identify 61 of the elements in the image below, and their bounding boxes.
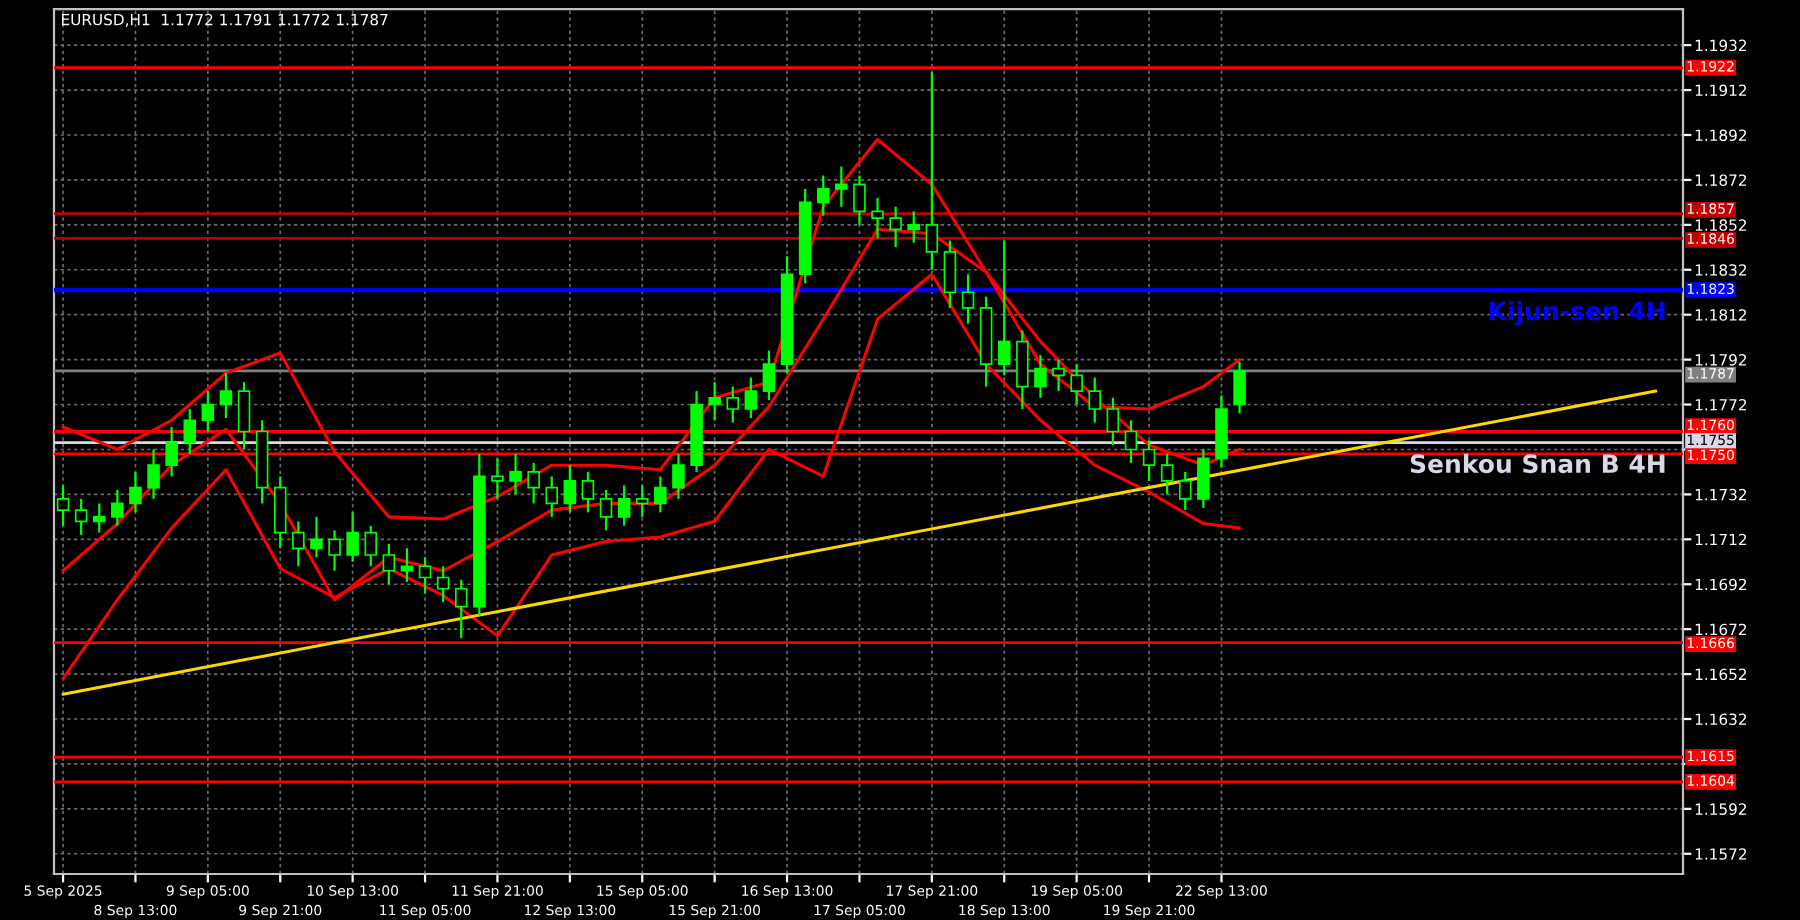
candlestick: [509, 452, 522, 496]
candlestick: [1197, 448, 1210, 509]
candlestick: [816, 174, 830, 217]
candlestick: [364, 524, 378, 568]
candlestick: [56, 484, 70, 527]
candlestick: [147, 448, 160, 500]
candlestick: [201, 389, 215, 433]
candlestick: [907, 210, 921, 244]
candlestick: [889, 205, 902, 249]
candlestick: [418, 556, 432, 595]
candlestick: [961, 273, 975, 325]
candlestick: [346, 511, 359, 563]
candlestick: [400, 547, 414, 584]
candlestick: [599, 488, 613, 532]
candlestick: [436, 565, 450, 604]
candlestick: [1088, 376, 1102, 424]
candlestick: [708, 380, 721, 422]
candlestick: [654, 475, 667, 514]
candlestick: [310, 515, 323, 559]
candlestick: [1178, 470, 1192, 512]
candlestick: [273, 475, 287, 550]
candlestick: [835, 165, 848, 208]
candlestick: [292, 520, 305, 568]
candlestick: [527, 461, 540, 505]
annotation: Kijun-sen 4H: [1489, 301, 1665, 326]
candlestick: [1124, 419, 1138, 465]
candlestick: [925, 70, 939, 271]
candlestick: [491, 457, 504, 500]
candlestick: [1070, 362, 1083, 406]
candlestick: [943, 239, 957, 310]
candlestick: [581, 470, 595, 514]
candlestick: [219, 371, 233, 420]
candlestick: [563, 464, 577, 514]
candlestick: [545, 475, 559, 518]
candlestick: [183, 407, 197, 456]
candlestick: [129, 470, 142, 514]
candlestick: [726, 385, 740, 424]
candlestick: [635, 484, 649, 518]
candlestick: [1034, 354, 1047, 399]
candlestick: [617, 484, 631, 527]
candlestick: [853, 174, 866, 226]
candlestick: [672, 452, 685, 500]
candlestick: [454, 578, 468, 640]
candlestick: [1052, 358, 1065, 393]
candlestick: [744, 376, 758, 420]
candlestick: [871, 196, 884, 240]
candlestick: [92, 502, 106, 534]
candlestick: [1016, 329, 1029, 411]
candlestick: [1106, 396, 1120, 447]
annotation: Senkou Snan B 4H: [1410, 453, 1665, 474]
candlestick: [1160, 452, 1174, 496]
candlestick: [382, 542, 396, 586]
candlestick: [111, 488, 124, 527]
candlestick: [165, 425, 178, 478]
candlestick: [997, 239, 1011, 377]
candlestick: [328, 529, 341, 572]
candlestick: [1142, 439, 1156, 483]
candlestick: [1233, 360, 1246, 415]
candlestick: [237, 380, 251, 451]
candlestick: [762, 349, 776, 402]
candlestick: [74, 497, 88, 536]
